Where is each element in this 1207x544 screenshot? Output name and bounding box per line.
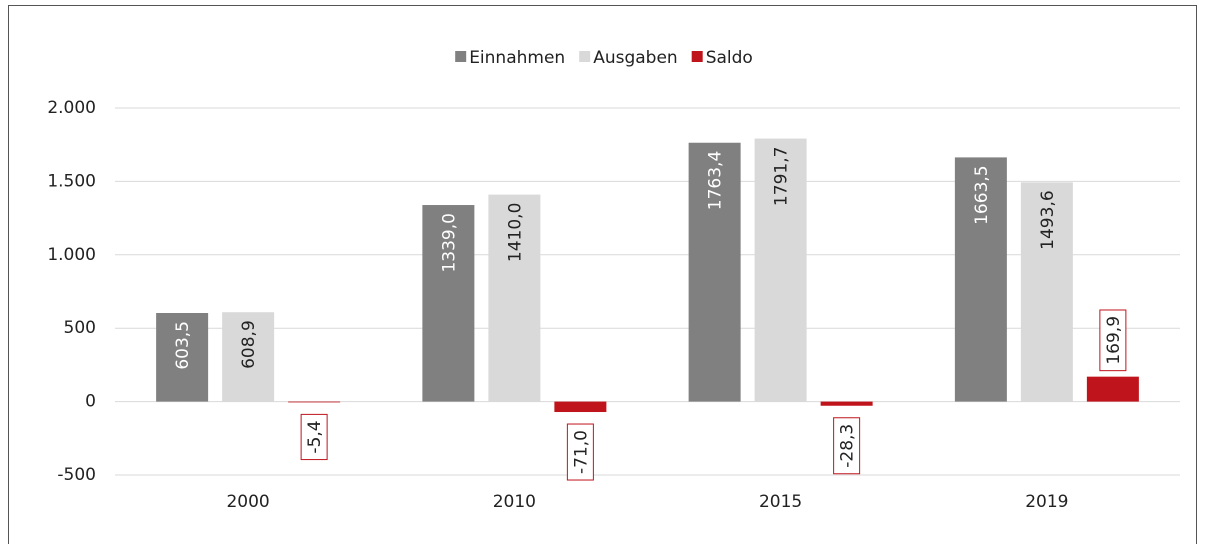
label-box (833, 417, 861, 475)
bar (222, 312, 275, 402)
bar (488, 194, 541, 402)
bar (554, 401, 607, 413)
data-label-box: -5,4 (300, 413, 328, 461)
data-label: -5,4 (305, 420, 325, 453)
data-label: 1791,7 (772, 147, 792, 206)
x-tick-label: 2010 (493, 492, 536, 512)
data-label: 169,9 (1104, 316, 1124, 365)
bar (1086, 376, 1139, 402)
y-tick-label: -500 (57, 465, 96, 485)
data-label: 1339,0 (439, 213, 459, 272)
label-box (1099, 309, 1127, 372)
data-label-box: 169,9 (1099, 309, 1127, 372)
x-tick-label: 2019 (1025, 492, 1068, 512)
label-box (300, 413, 328, 461)
legend-label: Ausgaben (593, 48, 678, 68)
data-label-box: -71,0 (566, 423, 594, 481)
bar (422, 205, 475, 402)
y-tick-label: 0 (85, 392, 96, 412)
bar (754, 138, 807, 402)
bar (688, 142, 741, 402)
bar (820, 401, 873, 406)
y-tick-label: 1.500 (47, 171, 96, 191)
bar (1020, 182, 1073, 402)
data-label: 1663,5 (972, 165, 992, 224)
legend-swatch (691, 51, 703, 62)
bar (156, 313, 209, 402)
legend-label: Saldo (706, 48, 753, 68)
bar (288, 401, 341, 403)
data-label: -28,3 (838, 424, 858, 468)
legend-swatch (455, 51, 467, 62)
x-tick-label: 2015 (759, 492, 802, 512)
data-label: 1493,6 (1038, 190, 1058, 249)
legend-label: Einnahmen (469, 48, 565, 68)
bar (954, 157, 1007, 402)
data-label: -71,0 (571, 430, 591, 474)
data-label: 608,9 (239, 320, 259, 369)
y-tick-label: 500 (64, 318, 96, 338)
legend: Einnahmen Ausgaben Saldo (455, 48, 753, 68)
data-label: 1410,0 (505, 203, 525, 262)
legend-swatch (579, 51, 591, 62)
data-label: 1763,4 (706, 151, 726, 210)
data-label-box: -28,3 (833, 417, 861, 475)
label-box (566, 423, 594, 481)
y-tick-label: 2.000 (47, 98, 96, 118)
chart-border (8, 5, 1197, 544)
data-label: 603,5 (173, 321, 193, 370)
y-tick-label: 1.000 (47, 245, 96, 265)
x-tick-label: 2000 (226, 492, 269, 512)
